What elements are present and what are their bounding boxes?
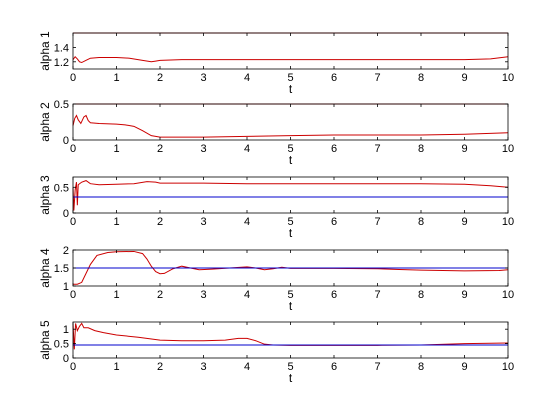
x-tick-label: 1 [113, 72, 119, 84]
x-tick-label: 10 [502, 216, 514, 228]
y-tick-label: 1.2 [54, 57, 69, 69]
x-tick-label: 3 [200, 216, 206, 228]
x-tick-label: 9 [461, 216, 467, 228]
x-tick-label: 5 [287, 216, 293, 228]
x-tick-label: 1 [113, 143, 119, 155]
y-axis-label: alpha 1 [38, 31, 52, 71]
x-tick-label: 5 [287, 361, 293, 373]
x-tick-label: 2 [157, 361, 163, 373]
x-tick-label: 8 [418, 361, 424, 373]
x-tick-label: 8 [418, 72, 424, 84]
x-tick-label: 10 [502, 289, 514, 301]
series-line-3-1 [72, 180, 509, 211]
x-tick-label: 0 [70, 289, 76, 301]
x-tick-label: 0 [70, 143, 76, 155]
x-tick-label: 6 [331, 361, 337, 373]
y-tick-label: 1 [63, 281, 69, 293]
x-tick-label: 5 [287, 143, 293, 155]
y-tick-label: 0 [63, 208, 69, 220]
subplot-2: 0 1 2 3 4 5 6 7 8 9 10 0 0.5 t alpha 2 [38, 99, 514, 167]
x-tick-label: 0 [70, 72, 76, 84]
series-line-1-1 [72, 56, 509, 64]
y-tick-label: 0 [63, 353, 69, 365]
series-line-2-1 [72, 114, 509, 138]
y-tick-label: 1 [63, 324, 69, 336]
y-tick-label: 0.5 [54, 339, 69, 351]
x-tick-label: 2 [157, 72, 163, 84]
x-tick-label: 4 [244, 289, 250, 301]
y-axis-label: alpha 3 [38, 175, 52, 215]
x-tick-label: 4 [244, 72, 250, 84]
x-tick-label: 4 [244, 361, 250, 373]
x-axis-label: t [289, 299, 293, 313]
y-tick-label: 0.5 [54, 182, 69, 194]
y-tick-label: 1.5 [54, 263, 69, 275]
x-tick-label: 7 [374, 216, 380, 228]
x-tick-label: 8 [418, 143, 424, 155]
x-tick-label: 6 [331, 289, 337, 301]
axes-box [72, 321, 509, 359]
x-tick-label: 6 [331, 143, 337, 155]
x-tick-label: 6 [331, 216, 337, 228]
x-tick-label: 5 [287, 289, 293, 301]
y-tick-label: 0 [63, 135, 69, 147]
y-axis-label: alpha 5 [38, 320, 52, 360]
x-tick-label: 0 [70, 216, 76, 228]
x-tick-label: 8 [418, 216, 424, 228]
x-tick-label: 3 [200, 72, 206, 84]
x-tick-label: 9 [461, 361, 467, 373]
x-tick-label: 3 [200, 143, 206, 155]
x-tick-label: 10 [502, 72, 514, 84]
subplot-1: 0 1 2 3 4 5 6 7 8 9 10 1.2 1.4 t alpha 1 [38, 31, 514, 96]
x-axis-label: t [289, 153, 293, 167]
x-tick-label: 2 [157, 289, 163, 301]
x-tick-label: 7 [374, 361, 380, 373]
x-tick-label: 7 [374, 72, 380, 84]
x-tick-label: 3 [200, 361, 206, 373]
x-tick-label: 4 [244, 143, 250, 155]
x-tick-label: 0 [70, 361, 76, 373]
x-tick-label: 8 [418, 289, 424, 301]
subplot-3: 0 1 2 3 4 5 6 7 8 9 10 0 0.5 t alpha 3 [38, 175, 514, 240]
x-tick-label: 1 [113, 216, 119, 228]
axes-box [72, 32, 509, 70]
y-tick-label: 2 [63, 245, 69, 257]
x-tick-label: 5 [287, 72, 293, 84]
x-tick-label: 7 [374, 289, 380, 301]
x-axis-label: t [289, 226, 293, 240]
y-axis-label: alpha 4 [38, 248, 52, 288]
axes-box [72, 176, 509, 214]
y-axis-label: alpha 2 [38, 102, 52, 142]
x-tick-label: 4 [244, 216, 250, 228]
x-tick-label: 3 [200, 289, 206, 301]
x-axis-label: t [289, 82, 293, 96]
y-tick-label: 1.4 [54, 42, 69, 54]
x-tick-label: 9 [461, 72, 467, 84]
x-tick-label: 9 [461, 143, 467, 155]
x-tick-label: 2 [157, 216, 163, 228]
x-tick-label: 2 [157, 143, 163, 155]
y-tick-label: 0.5 [54, 99, 69, 111]
x-tick-label: 10 [502, 361, 514, 373]
x-tick-label: 1 [113, 289, 119, 301]
x-tick-label: 6 [331, 72, 337, 84]
x-axis-label: t [289, 371, 293, 385]
x-tick-label: 9 [461, 289, 467, 301]
x-tick-label: 7 [374, 143, 380, 155]
x-tick-label: 10 [502, 143, 514, 155]
x-tick-label: 1 [113, 361, 119, 373]
